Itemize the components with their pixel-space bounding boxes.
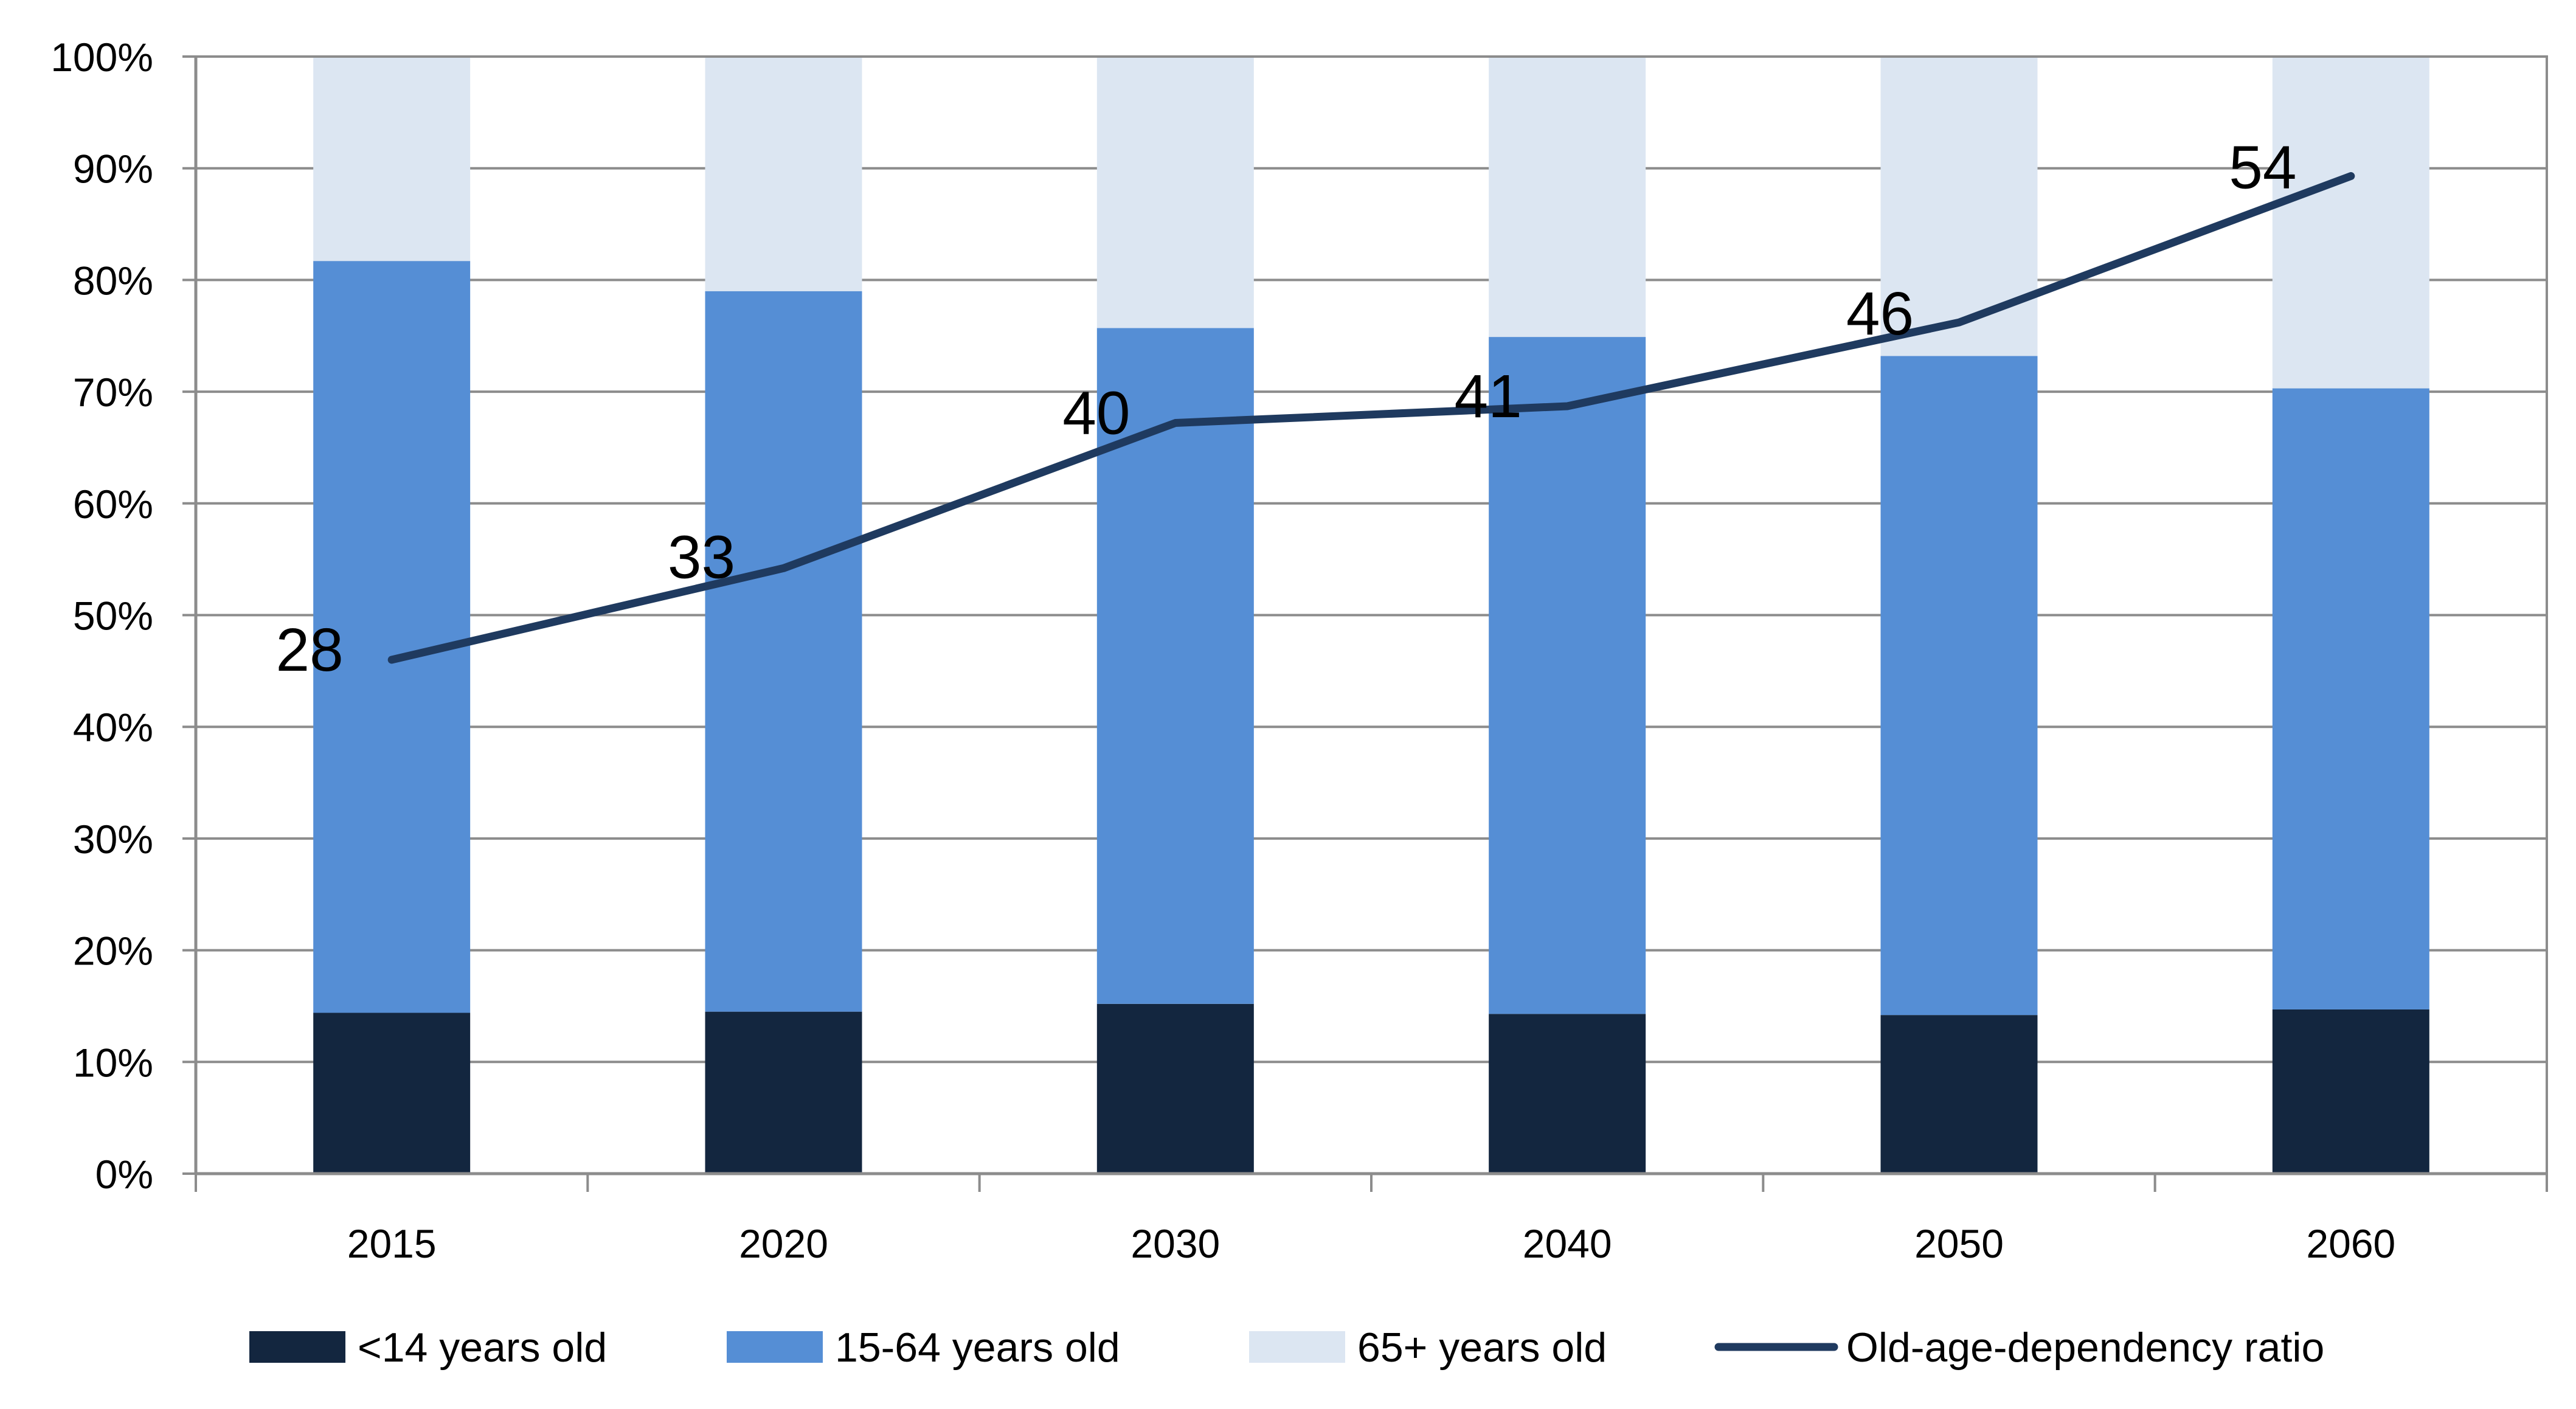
gridlines — [196, 55, 2547, 1175]
legend-swatch — [1249, 1331, 1345, 1363]
bars — [313, 57, 2429, 1174]
y-tick-label: 70% — [73, 370, 153, 415]
y-tick-label: 90% — [73, 147, 153, 192]
bar-segment — [2272, 57, 2429, 389]
x-tick-label: 2015 — [347, 1221, 437, 1266]
dependency-ratio-polyline — [387, 172, 2355, 664]
bar-segment — [2272, 1009, 2429, 1174]
data-labels: 28 33 40 41 46 54 — [276, 134, 2297, 684]
bar-segment — [705, 57, 862, 291]
data-label: 33 — [668, 523, 735, 591]
y-tick-label: 0% — [95, 1152, 153, 1197]
dependency-ratio-line — [387, 172, 2355, 664]
legend-swatch — [249, 1331, 345, 1363]
y-tick-label: 30% — [73, 817, 153, 862]
bar-segment — [1096, 1003, 1254, 1174]
data-label: 40 — [1062, 379, 1130, 448]
bar-segment — [1489, 1014, 1646, 1174]
legend-swatch — [727, 1331, 823, 1363]
x-tick-label: 2040 — [1523, 1221, 1612, 1266]
data-label: 41 — [1455, 362, 1522, 431]
bar-segment — [705, 1011, 862, 1174]
x-tick-label: 2020 — [739, 1221, 828, 1266]
bar-segment — [1489, 337, 1646, 1014]
legend-label: <14 years old — [358, 1324, 607, 1371]
data-label: 28 — [276, 616, 344, 684]
bar-segment — [1880, 1015, 2038, 1174]
bar-segment — [313, 57, 471, 261]
data-label: 46 — [1846, 280, 1914, 348]
x-tick-label: 2060 — [2306, 1221, 2395, 1266]
bar-segment — [1880, 356, 2038, 1016]
legend-label: 65+ years old — [1357, 1324, 1607, 1371]
data-label: 54 — [2229, 134, 2296, 202]
y-tick-label: 60% — [73, 482, 153, 527]
x-tick-label: 2050 — [1914, 1221, 2004, 1266]
axes: 0% 10% 20% 30% 40% 50% 60% 70% 80% 90% 100% 2015 202… — [50, 35, 2548, 1266]
y-tick-label: 100% — [50, 35, 153, 80]
bar-segment — [313, 1013, 471, 1174]
bar-segment — [1096, 57, 1254, 328]
legend-label: Old-age-dependency ratio — [1846, 1324, 2324, 1371]
y-tick-label: 10% — [73, 1040, 153, 1085]
y-tick-label: 40% — [73, 705, 153, 750]
y-tick-label: 20% — [73, 929, 153, 974]
bar-segment — [2272, 388, 2429, 1009]
bar-segment — [1489, 57, 1646, 338]
bar-segment — [705, 291, 862, 1012]
x-tick-label: 2030 — [1130, 1221, 1220, 1266]
y-tick-label: 50% — [73, 594, 153, 639]
legend: <14 years old 15-64 years old 65+ years ol… — [249, 1324, 2324, 1371]
bar-segment — [313, 261, 471, 1013]
legend-label: 15-64 years old — [835, 1324, 1120, 1371]
y-tick-label: 80% — [73, 258, 153, 303]
